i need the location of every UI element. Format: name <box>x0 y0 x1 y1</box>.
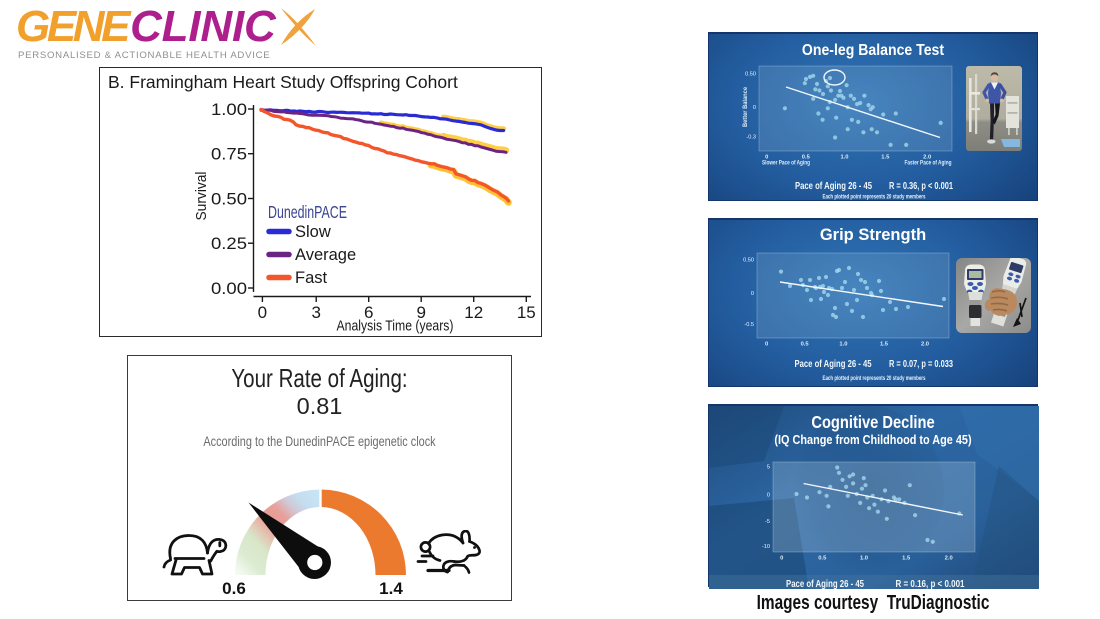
svg-text:0.00: 0.00 <box>211 279 247 298</box>
svg-text:Average: Average <box>295 246 356 264</box>
svg-text:3: 3 <box>311 303 320 322</box>
svg-text:Faster Pace of Aging: Faster Pace of Aging <box>905 160 952 167</box>
svg-text:1.5: 1.5 <box>880 342 889 348</box>
svg-text:0.5: 0.5 <box>802 155 811 161</box>
svg-text:0: 0 <box>751 291 754 297</box>
svg-text:Pace of Aging 26 - 45: Pace of Aging 26 - 45 <box>795 358 872 370</box>
svg-text:0: 0 <box>753 105 756 111</box>
svg-text:-10: -10 <box>762 544 770 550</box>
svg-text:Each plotted point represents: Each plotted point represents 20 study m… <box>823 195 926 201</box>
svg-text:Fast: Fast <box>295 269 328 287</box>
svg-text:Analysis Time (years): Analysis Time (years) <box>337 318 454 335</box>
svg-text:0.75: 0.75 <box>211 145 247 164</box>
svg-text:5: 5 <box>767 465 770 471</box>
svg-text:0: 0 <box>780 556 783 562</box>
svg-text:Slower Pace of Aging: Slower Pace of Aging <box>762 160 810 167</box>
svg-text:0.5: 0.5 <box>801 342 810 348</box>
svg-text:0.50: 0.50 <box>211 190 247 209</box>
svg-text:2.0: 2.0 <box>923 155 931 161</box>
svg-text:R = 0.16, p < 0.001: R = 0.16, p < 0.001 <box>896 578 965 589</box>
svg-text:1.0: 1.0 <box>840 155 848 161</box>
svg-text:Slow: Slow <box>295 223 331 241</box>
svg-text:12: 12 <box>464 303 483 322</box>
svg-text:DunedinPACE: DunedinPACE <box>268 202 347 222</box>
svg-text:R = 0.36, p < 0.001: R = 0.36, p < 0.001 <box>889 180 953 192</box>
svg-text:Better Balance: Better Balance <box>742 87 749 127</box>
svg-text:0.50: 0.50 <box>743 258 754 264</box>
svg-text:Pace of Aging 26 - 45: Pace of Aging 26 - 45 <box>795 180 872 192</box>
svg-text:Each plotted point represents: Each plotted point represents 20 study m… <box>823 376 926 382</box>
svg-text:1.0: 1.0 <box>839 342 847 348</box>
svg-text:-5: -5 <box>765 519 770 525</box>
svg-text:R = 0.07, p = 0.033: R = 0.07, p = 0.033 <box>889 358 953 370</box>
svg-text:1.5: 1.5 <box>902 556 911 562</box>
svg-text:-0.3: -0.3 <box>746 135 756 141</box>
svg-text:0: 0 <box>765 342 768 348</box>
svg-text:1.00: 1.00 <box>211 100 247 119</box>
svg-text:9: 9 <box>416 303 425 322</box>
svg-text:1.0: 1.0 <box>860 556 868 562</box>
svg-text:1.5: 1.5 <box>881 155 890 161</box>
svg-text:2.0: 2.0 <box>945 556 953 562</box>
svg-text:0: 0 <box>258 303 267 322</box>
svg-text:0.5: 0.5 <box>818 556 827 562</box>
svg-text:0: 0 <box>765 155 768 161</box>
svg-text:2.0: 2.0 <box>921 342 929 348</box>
svg-text:Survival: Survival <box>193 172 210 221</box>
svg-text:15: 15 <box>517 303 536 322</box>
svg-text:0.50: 0.50 <box>745 72 756 78</box>
svg-text:6: 6 <box>364 303 373 322</box>
svg-text:-0.5: -0.5 <box>744 322 754 328</box>
svg-text:Pace of Aging 26 - 45: Pace of Aging 26 - 45 <box>786 578 864 589</box>
svg-text:0.25: 0.25 <box>211 234 247 253</box>
svg-text:0: 0 <box>767 493 770 499</box>
